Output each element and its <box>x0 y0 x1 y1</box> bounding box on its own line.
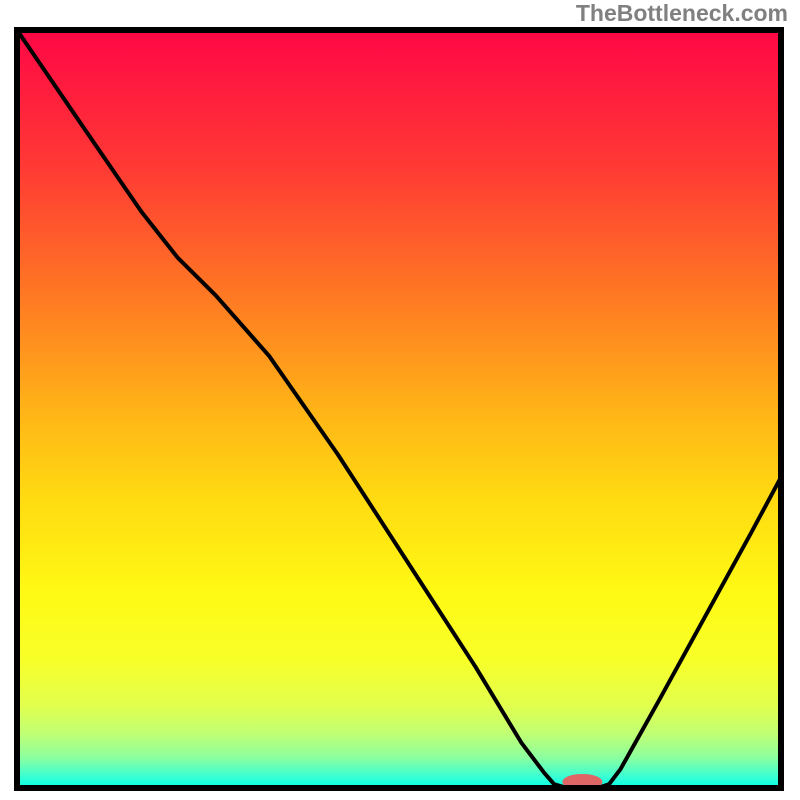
bottleneck-chart <box>0 0 800 800</box>
watermark-text: TheBottleneck.com <box>576 0 788 27</box>
chart-background <box>17 30 781 788</box>
